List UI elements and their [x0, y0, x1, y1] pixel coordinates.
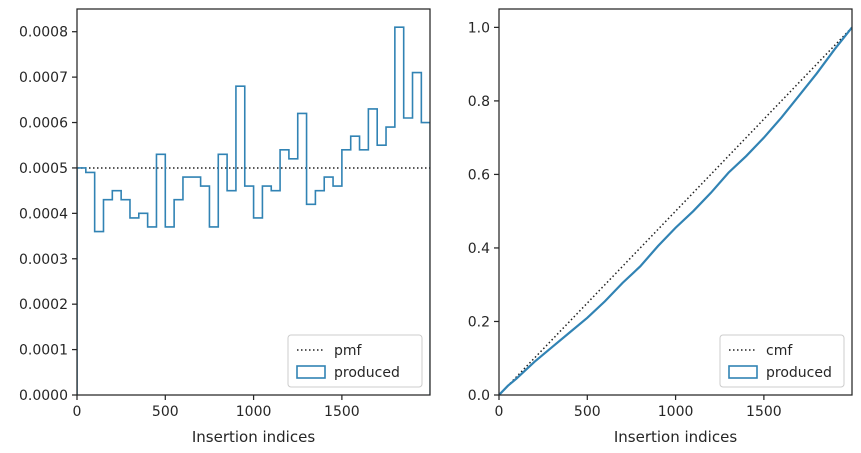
right-series-produced-line [499, 26, 852, 395]
left-xaxis-label: Insertion indices [192, 428, 315, 446]
right-legend-produced-swatch [728, 365, 758, 379]
right-ytick-label: 0.6 [468, 167, 490, 183]
left-ytick-label: 0.0003 [19, 252, 68, 268]
right-series-cmf-line [499, 26, 852, 395]
right-ytick-label: 0.0 [468, 388, 490, 404]
left-legend-produced-swatch [296, 365, 326, 379]
left-legend: pmf produced [287, 334, 423, 388]
right-ytick-label: 1.0 [468, 20, 490, 36]
left-series-produced-step [77, 26, 430, 395]
left-xtick-label: 1000 [236, 404, 272, 420]
left-legend-pmf-label: pmf [334, 343, 363, 359]
right-legend-box [719, 334, 845, 388]
left-xtick-label: 1500 [324, 404, 360, 420]
right-legend-produced-label: produced [766, 365, 832, 381]
left-ytick-label: 0.0002 [19, 297, 68, 313]
right-xaxis-label: Insertion indices [614, 428, 737, 446]
left-xtick-label: 500 [152, 404, 179, 420]
right-legend: cmf produced [719, 334, 845, 388]
right-chart-cmf-line: 0 500 1000 1500 0.0 0.2 0.4 0.6 0.8 1.0 Insertion … [468, 8, 853, 446]
left-ytick-label: 0.0005 [19, 161, 68, 177]
right-xtick-label: 0 [495, 404, 504, 420]
left-chart-pmf-histogram: 0 500 1000 1500 0.0000 0.0001 0.0002 0.0003 0.00… [19, 8, 431, 446]
left-xtick-label: 0 [73, 404, 82, 420]
left-ytick-label: 0.0008 [19, 25, 68, 41]
left-ytick-label: 0.0001 [19, 343, 68, 359]
left-ytick-label: 0.0000 [19, 388, 68, 404]
left-ytick-label: 0.0004 [19, 206, 68, 222]
left-ytick-label: 0.0006 [19, 116, 68, 132]
right-ytick-label: 0.4 [468, 241, 490, 257]
right-xtick-label: 1000 [658, 404, 694, 420]
right-xtick-label: 500 [574, 404, 601, 420]
right-xtick-label: 1500 [746, 404, 782, 420]
right-legend-cmf-label: cmf [766, 343, 793, 359]
right-ytick-label: 0.2 [468, 314, 490, 330]
left-legend-box [287, 334, 423, 388]
left-legend-produced-label: produced [334, 365, 400, 381]
right-ytick-label: 0.8 [468, 94, 490, 110]
left-ytick-label: 0.0007 [19, 70, 68, 86]
